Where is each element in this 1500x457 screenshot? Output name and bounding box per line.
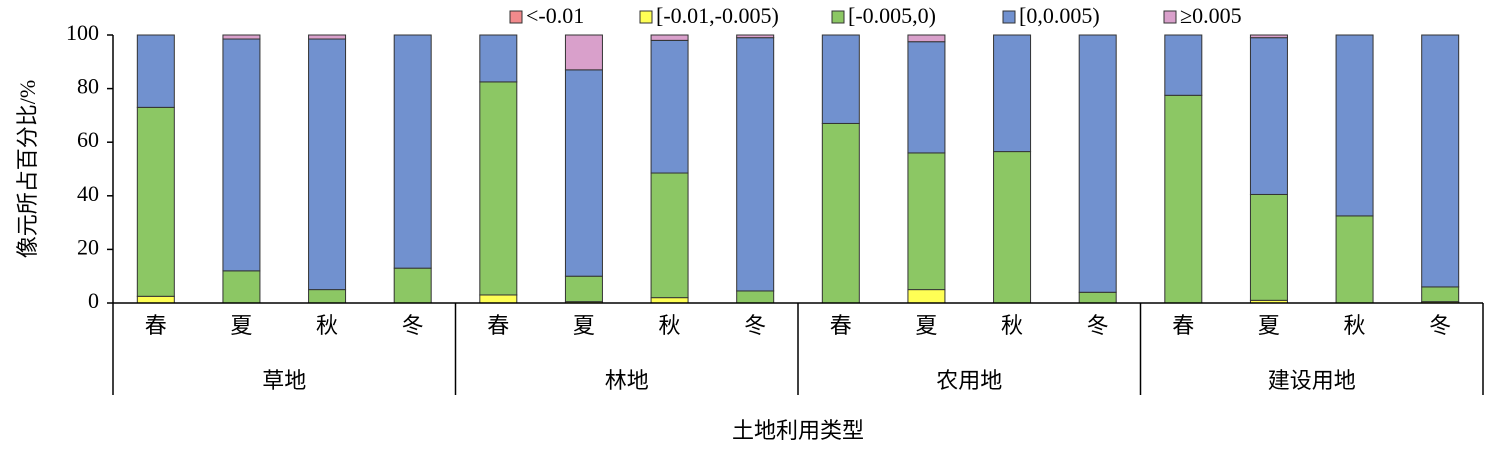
- bar-segment: [907, 152, 946, 291]
- y-tick-label: 40: [77, 181, 99, 206]
- x-tick-label: 春: [830, 313, 852, 338]
- bar-segment: [136, 34, 175, 108]
- y-tick-label: 80: [77, 74, 99, 99]
- bar-segment: [564, 275, 603, 303]
- bar-segment: [564, 69, 603, 277]
- x-tick-label: 春: [1172, 313, 1194, 338]
- y-tick-label: 60: [77, 127, 99, 152]
- group-label: 草地: [262, 368, 306, 393]
- x-tick-label: 夏: [1258, 313, 1280, 338]
- x-tick-label: 春: [487, 313, 509, 338]
- bar-segment: [1078, 291, 1117, 304]
- bar-segment: [650, 39, 689, 174]
- x-tick-label: 秋: [1001, 313, 1023, 338]
- bar-segment: [222, 270, 261, 304]
- legend-label: [-0.005,0): [848, 3, 936, 28]
- legend-swatch: [639, 10, 653, 24]
- group-label: 林地: [605, 368, 649, 393]
- x-tick-label: 春: [145, 313, 167, 338]
- group-label: 农用地: [936, 368, 1002, 393]
- bar-segment: [222, 34, 261, 40]
- x-axis-title: 土地利用类型: [732, 418, 864, 443]
- bar-segment: [479, 34, 518, 83]
- legend-label: [-0.01,-0.005): [656, 3, 779, 28]
- bar-segment: [1164, 34, 1203, 96]
- legend-swatch: [509, 10, 523, 24]
- bar-segment: [136, 106, 175, 297]
- bar-segment: [736, 290, 775, 304]
- bar-segment: [736, 37, 775, 292]
- bar-segment: [393, 34, 432, 269]
- legend-swatch: [1002, 10, 1016, 24]
- bar-segment: [1164, 94, 1203, 304]
- bar-segment: [479, 294, 518, 304]
- legend-label: ≥0.005: [1180, 3, 1242, 28]
- bar-segment: [308, 289, 347, 304]
- legend-label: <-0.01: [526, 3, 584, 28]
- bar-segment: [907, 34, 946, 43]
- bar-segment: [993, 151, 1032, 304]
- bar-segment: [650, 34, 689, 41]
- bar-segment: [993, 34, 1032, 153]
- bar-segment: [1421, 34, 1460, 288]
- x-tick-label: 夏: [915, 313, 937, 338]
- x-tick-label: 夏: [230, 313, 252, 338]
- legend: <-0.01 [-0.01,-0.005) [-0.005,0) [0,0.005) ≥…: [509, 3, 1242, 28]
- bar-segment: [1249, 37, 1288, 195]
- bar-segment: [821, 122, 860, 304]
- legend-swatch: [831, 10, 845, 24]
- y-tick-label: 20: [77, 234, 99, 259]
- bar-segment: [907, 289, 946, 304]
- x-tick-label: 冬: [1087, 313, 1109, 338]
- bar-segment: [821, 34, 860, 124]
- bar-segment: [650, 172, 689, 299]
- x-tick-label: 冬: [1429, 313, 1451, 338]
- bar-segment: [222, 38, 261, 272]
- group-label: 建设用地: [1268, 368, 1356, 393]
- bar-segment: [1078, 34, 1117, 293]
- legend-swatch: [1163, 10, 1177, 24]
- x-tick-label: 冬: [402, 313, 424, 338]
- x-tick-label: 秋: [316, 313, 338, 338]
- y-tick-label: 100: [66, 20, 99, 45]
- bar-segment: [907, 41, 946, 154]
- bar-segment: [308, 34, 347, 40]
- x-tick-label: 冬: [744, 313, 766, 338]
- bar-segment: [1249, 193, 1288, 301]
- bar-segment: [1335, 34, 1374, 217]
- x-tick-label: 秋: [659, 313, 681, 338]
- bar-segment: [1335, 215, 1374, 304]
- bar-segment: [1249, 34, 1288, 39]
- bar-segment: [736, 34, 775, 39]
- bar-segment: [564, 34, 603, 71]
- legend-label: [0,0.005): [1019, 3, 1100, 28]
- plot-area: 0 20 40 60 80 100 春 夏 秋 冬 春 夏 秋 冬 春 夏 秋 冬 春 夏 秋 冬草地 林地 农用地 建设用地: [66, 20, 1484, 395]
- x-tick-label: 夏: [573, 313, 595, 338]
- bar-segment: [393, 267, 432, 304]
- bar-segment: [136, 295, 175, 304]
- bar-segment: [1421, 286, 1460, 303]
- x-tick-label: 秋: [1344, 313, 1366, 338]
- bar-segment: [650, 297, 689, 304]
- y-tick-label: 0: [88, 288, 99, 313]
- bar-segment: [308, 38, 347, 291]
- bar-segment: [479, 81, 518, 296]
- y-axis-title: 像元所占百分比/%: [15, 80, 40, 258]
